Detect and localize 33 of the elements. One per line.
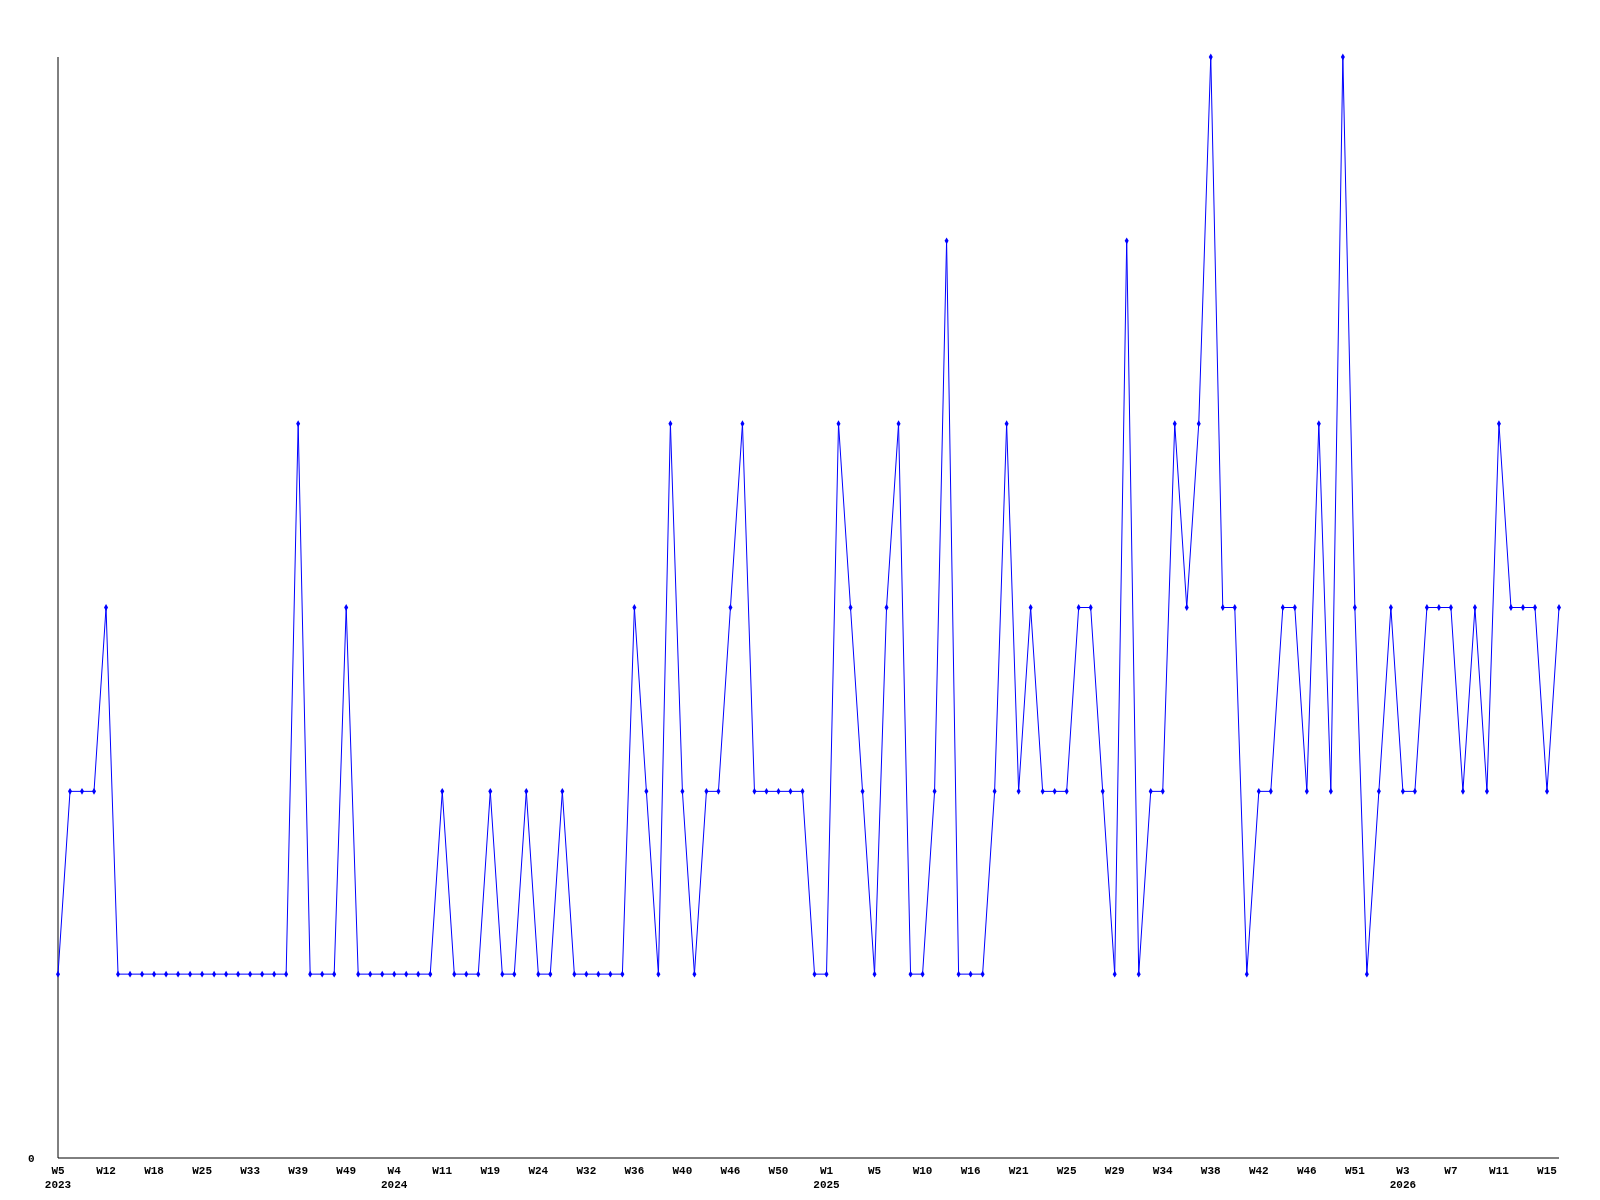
x-tick-label: W16 [960, 1165, 981, 1177]
x-tick-label: W7 [1444, 1165, 1458, 1177]
x-tick-label: W36 [624, 1165, 645, 1177]
x-tick-label: W32 [576, 1165, 597, 1177]
x-tick-label: W12 [96, 1165, 116, 1177]
x-tick-label: W25 [192, 1165, 213, 1177]
x-tick-label: W46 [720, 1165, 741, 1177]
x-tick-label: W5 [867, 1165, 882, 1177]
x-tick-label: W50 [768, 1165, 789, 1177]
x-tick-label: W5 2023 [44, 1165, 72, 1191]
x-tick-label: W3 2026 [1389, 1165, 1417, 1191]
x-tick-label: W46 [1296, 1165, 1317, 1177]
x-tick-label: W42 [1248, 1165, 1269, 1177]
x-tick-label: W40 [672, 1165, 693, 1177]
text: 0 [28, 1153, 35, 1165]
x-tick-label: W51 [1344, 1165, 1366, 1177]
x-tick-label: W39 [288, 1165, 309, 1177]
x-tick-label: W29 [1104, 1165, 1125, 1177]
x-tick-label: W18 [144, 1165, 165, 1177]
x-tick-label: W19 [480, 1165, 501, 1177]
x-tick-label: W15 [1537, 1165, 1558, 1177]
x-tick-label: W33 [240, 1165, 261, 1177]
x-tick-label: W11 [1489, 1165, 1510, 1177]
x-tick-label: W1 2025 [813, 1165, 841, 1191]
x-tick-label: W4 2024 [381, 1165, 408, 1191]
x-tick-label: W49 [336, 1165, 357, 1177]
x-tick-label: W10 [912, 1165, 933, 1177]
x-tick-label: W11 [432, 1165, 453, 1177]
x-tick-label: W21 [1008, 1165, 1029, 1177]
x-tick-label: W24 [528, 1165, 549, 1177]
x-tick-label: W25 [1056, 1165, 1077, 1177]
x-tick-label: W34 [1152, 1165, 1174, 1177]
x-tick-label: W38 [1200, 1165, 1222, 1177]
